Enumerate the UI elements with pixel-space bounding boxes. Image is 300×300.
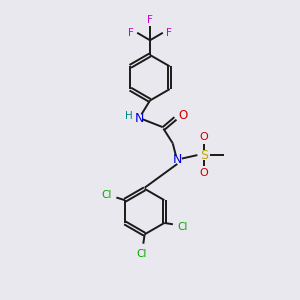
Text: N: N (135, 112, 144, 125)
Text: O: O (200, 132, 208, 142)
Text: Cl: Cl (102, 190, 112, 200)
Text: F: F (128, 28, 134, 38)
Text: N: N (172, 153, 182, 167)
Text: O: O (178, 109, 188, 122)
Text: F: F (166, 28, 172, 38)
Text: S: S (200, 148, 208, 162)
Text: H: H (125, 111, 133, 121)
Text: F: F (147, 15, 153, 26)
Text: Cl: Cl (177, 222, 188, 232)
Text: Cl: Cl (137, 249, 147, 259)
Text: O: O (200, 168, 208, 178)
